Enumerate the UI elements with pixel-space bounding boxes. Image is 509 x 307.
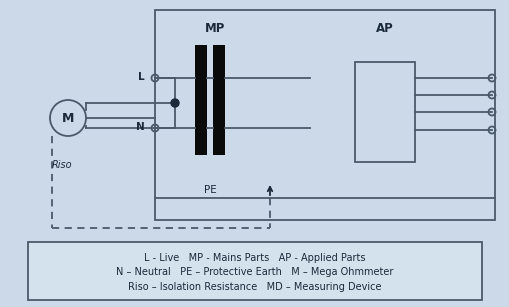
Text: PE: PE [203,185,216,195]
Text: N – Neutral   PE – Protective Earth   M – Mega Ohmmeter: N – Neutral PE – Protective Earth M – Me… [116,267,393,277]
Circle shape [171,99,179,107]
Bar [28,242,481,300]
Text: M: M [62,112,74,126]
Text: N: N [136,122,145,132]
Bar [155,10,494,220]
Bar [354,62,414,162]
Text: AP: AP [376,22,393,35]
Text: Riso – Isolation Resistance   MD – Measuring Device: Riso – Isolation Resistance MD – Measuri… [128,282,381,292]
Bar [194,45,207,155]
Circle shape [50,100,86,136]
Text: L: L [138,72,145,82]
Text: MP: MP [205,22,225,35]
Text: L - Live   MP - Mains Parts   AP - Applied Parts: L - Live MP - Mains Parts AP - Applied P… [144,253,365,263]
Text: Riso: Riso [52,160,72,170]
Bar [213,45,224,155]
